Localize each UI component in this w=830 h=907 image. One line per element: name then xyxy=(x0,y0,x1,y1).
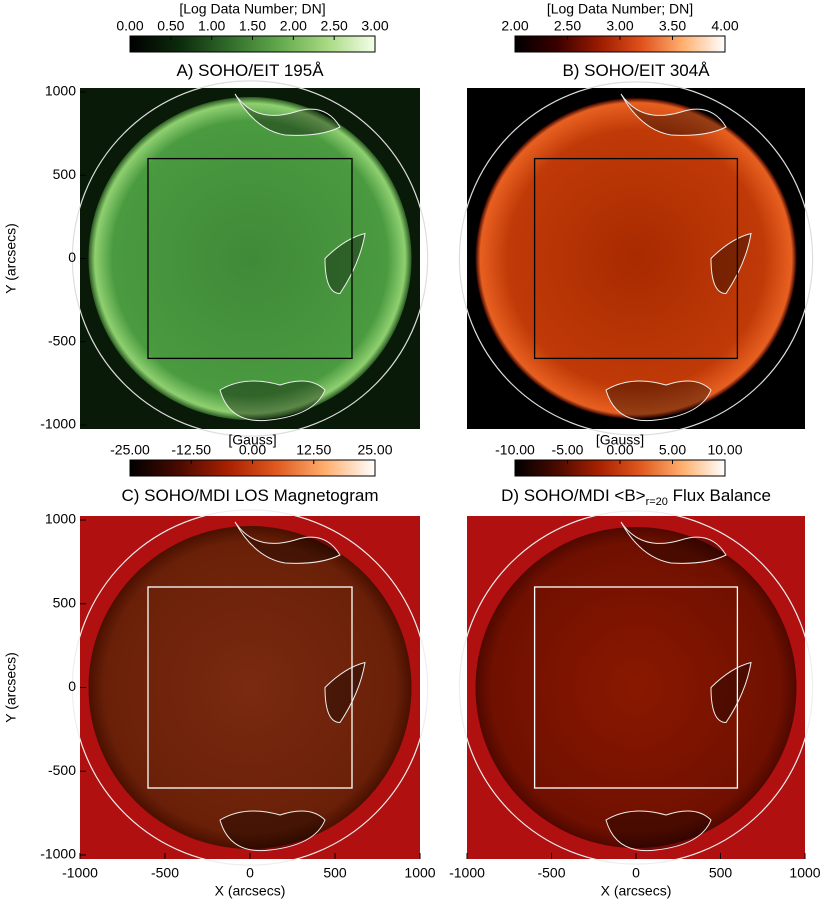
title-suffix: Flux Balance xyxy=(668,486,771,505)
y-tick-label: -1000 xyxy=(40,416,76,432)
colorbar-tick-label: -12.50 xyxy=(171,442,211,458)
colorbar-label: [Gauss] xyxy=(596,432,644,448)
title-text: D) SOHO/MDI <B> xyxy=(501,486,646,505)
coronal-hole-contour xyxy=(710,232,752,295)
colorbar-tick-label: 2.50 xyxy=(321,18,348,34)
colorbar-tick-label: 25.00 xyxy=(357,442,392,458)
colorbar-label: [Log Data Number; DN] xyxy=(179,1,325,17)
colorbar-tick-label: 4.00 xyxy=(711,18,738,34)
colorbar-tick-label: 0.50 xyxy=(157,18,184,34)
y-tick-label: 0 xyxy=(68,678,76,694)
coronal-hole-contour xyxy=(219,380,326,422)
solar-disk xyxy=(475,97,797,420)
x-tick-label: -500 xyxy=(151,865,179,881)
colorbar-tick-label: 0.00 xyxy=(116,18,143,34)
colorbar-tick-label: 3.00 xyxy=(361,18,388,34)
coronal-hole-contour xyxy=(620,521,727,564)
x-tick-label: 0 xyxy=(632,865,640,881)
region-box xyxy=(533,157,739,360)
coronal-hole-contour xyxy=(234,521,341,564)
colorbar-tick-label: 12.50 xyxy=(296,442,331,458)
y-tick-label: 500 xyxy=(53,166,77,182)
colorbar-tick-label: 2.00 xyxy=(280,18,307,34)
panel-title: D) SOHO/MDI <B>r=20 Flux Balance xyxy=(501,486,771,507)
x-axis-label: X (arcsecs) xyxy=(601,883,672,899)
colorbar-tick-label: 10.00 xyxy=(707,442,742,458)
limb-contour xyxy=(458,81,814,436)
colorbar-tick-label: 3.00 xyxy=(606,18,633,34)
title-subscript: r=20 xyxy=(646,496,668,508)
coronal-hole-contour xyxy=(324,232,366,295)
y-tick-label: 1000 xyxy=(45,511,76,527)
y-tick-label: 500 xyxy=(53,594,77,610)
coronal-hole-contour xyxy=(620,93,727,136)
title-text: A) SOHO/EIT 195Å xyxy=(176,61,324,80)
y-tick-label: 1000 xyxy=(45,83,76,99)
colorbar-tick-label: 2.50 xyxy=(554,18,581,34)
colorbar-tick-label: 0.00 xyxy=(606,442,633,458)
title-text: C) SOHO/MDI LOS Magnetogram xyxy=(122,486,379,505)
region-box xyxy=(147,157,353,360)
y-tick-label: -500 xyxy=(48,762,76,778)
coronal-hole-contour xyxy=(324,661,366,724)
y-axis-label: Y (arcsecs) xyxy=(3,652,19,723)
y-tick-label: -500 xyxy=(48,332,76,348)
y-axis-label: Y (arcsecs) xyxy=(3,223,19,294)
x-tick-label: 500 xyxy=(323,865,347,881)
x-tick-label: -1000 xyxy=(62,865,98,881)
x-tick-label: 500 xyxy=(709,865,733,881)
y-tick-label: 0 xyxy=(68,249,76,265)
coronal-hole-contour xyxy=(219,810,326,852)
coronal-hole-contour xyxy=(234,93,341,136)
limb-contour xyxy=(71,80,429,437)
x-tick-label: -1000 xyxy=(449,865,485,881)
colorbar-tick-label: -5.00 xyxy=(552,442,584,458)
panel-title: C) SOHO/MDI LOS Magnetogram xyxy=(122,486,379,505)
colorbar-tick-label: -10.00 xyxy=(495,442,535,458)
region-box xyxy=(533,586,739,789)
x-tick-label: 1000 xyxy=(404,865,435,881)
colorbar-tick-label: 0.00 xyxy=(239,442,266,458)
colorbar-tick-label: 3.50 xyxy=(659,18,686,34)
colorbar-label: [Gauss] xyxy=(228,432,276,448)
colorbar-tick-label: 1.00 xyxy=(198,18,225,34)
coronal-hole-contour xyxy=(605,380,712,422)
y-tick-label: -1000 xyxy=(40,846,76,862)
solar-disk xyxy=(88,97,412,420)
colorbar-tick-label: 2.00 xyxy=(501,18,528,34)
x-tick-label: 1000 xyxy=(789,865,820,881)
region-box xyxy=(147,586,353,789)
coronal-hole-contour xyxy=(605,810,712,852)
panel-title: B) SOHO/EIT 304Å xyxy=(562,61,710,80)
colorbar-tick-label: -25.00 xyxy=(110,442,150,458)
panel-title: A) SOHO/EIT 195Å xyxy=(176,61,324,80)
limb-contour xyxy=(71,509,429,866)
coronal-hole-contour xyxy=(710,661,752,724)
limb-contour xyxy=(458,510,814,865)
x-tick-label: 0 xyxy=(246,865,254,881)
solar-disk xyxy=(88,526,412,849)
x-axis-label: X (arcsecs) xyxy=(215,883,286,899)
colorbar-tick-label: 1.50 xyxy=(239,18,266,34)
x-tick-label: -500 xyxy=(537,865,565,881)
colorbar-label: [Log Data Number; DN] xyxy=(547,1,693,17)
title-text: B) SOHO/EIT 304Å xyxy=(562,61,710,80)
solar-disk xyxy=(475,526,797,849)
colorbar-tick-label: 5.00 xyxy=(659,442,686,458)
